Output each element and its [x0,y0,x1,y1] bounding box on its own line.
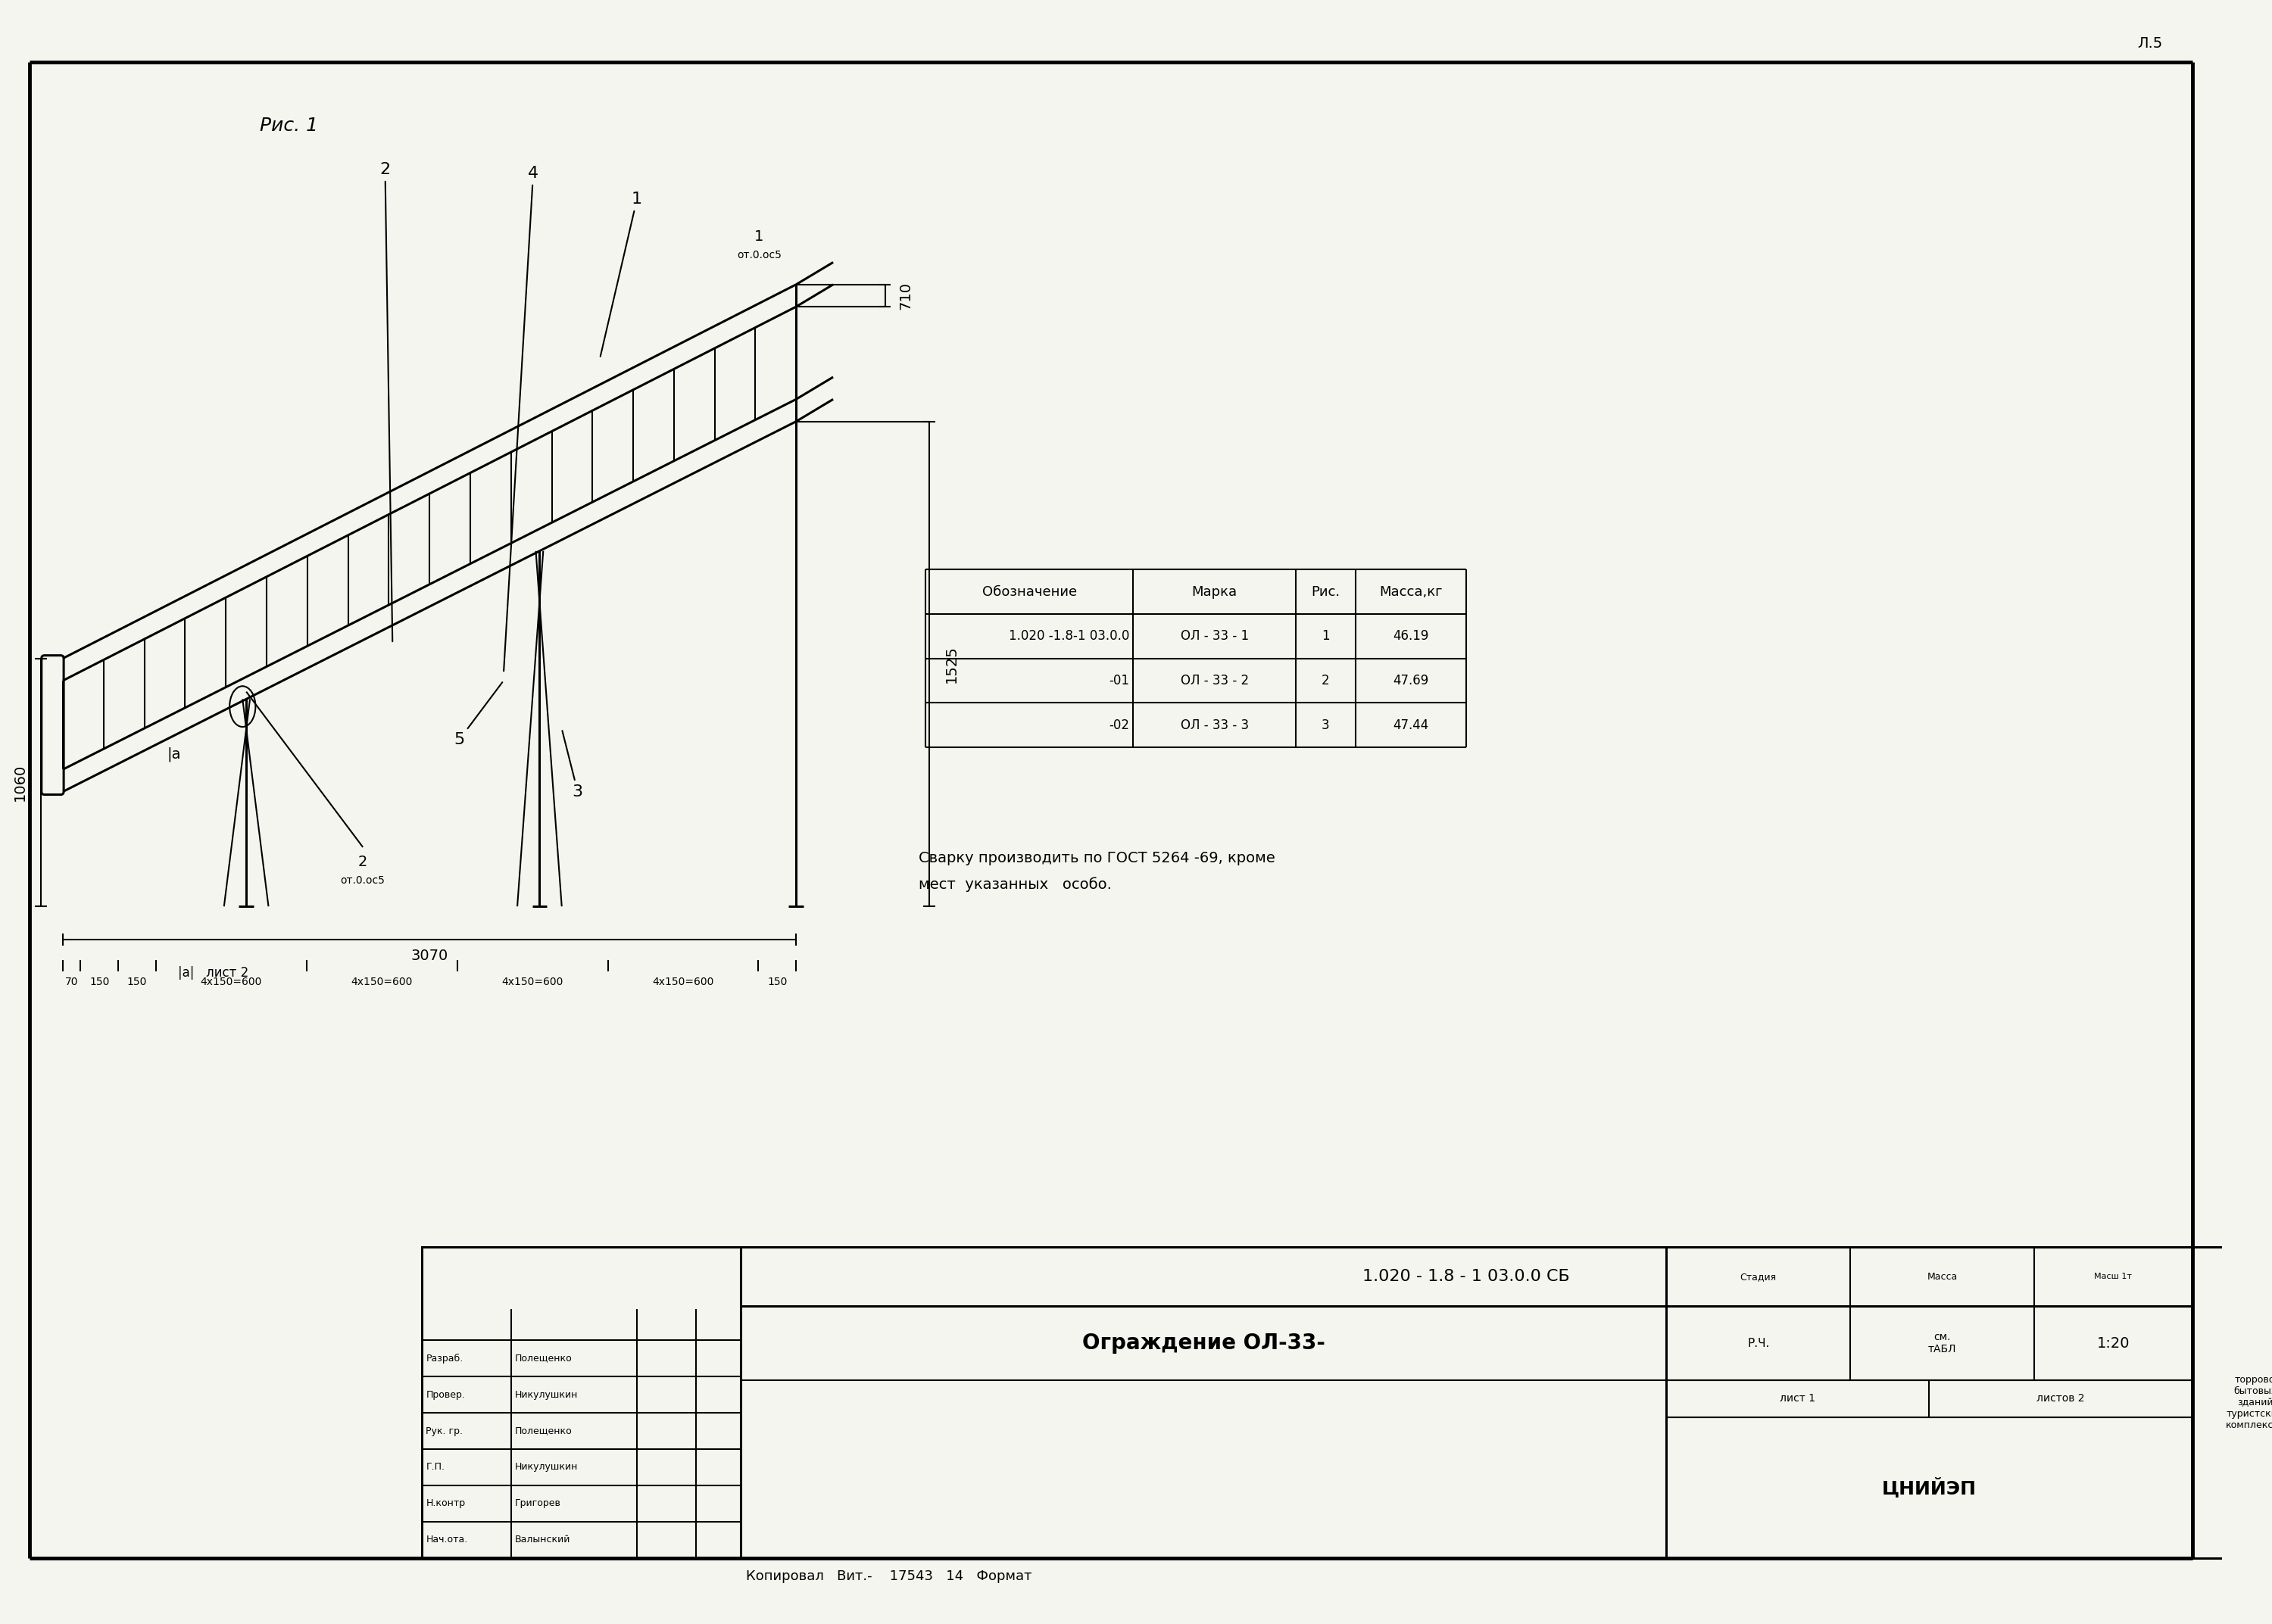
Text: ЦНИЙЭП: ЦНИЙЭП [1881,1478,1977,1497]
Text: 1:20: 1:20 [2097,1337,2129,1351]
Text: Валынский: Валынский [516,1535,570,1544]
Text: торрово
бытовых
зданий
туристских
комплексов: торрово бытовых зданий туристских компле… [2224,1376,2272,1431]
Text: 1: 1 [1322,630,1329,643]
Text: Рис.: Рис. [1311,585,1340,599]
Text: Никулушкин: Никулушкин [516,1390,577,1400]
Text: 3: 3 [561,731,584,799]
Text: |а: |а [168,747,182,762]
Text: Рук. гр.: Рук. гр. [425,1426,463,1436]
Text: 1.020 -1.8-1 03.0.0: 1.020 -1.8-1 03.0.0 [1009,630,1129,643]
Text: Л.5: Л.5 [2138,37,2163,50]
Text: 4x150=600: 4x150=600 [652,976,713,987]
Text: 47.69: 47.69 [1393,674,1429,687]
Text: 1060: 1060 [14,763,27,801]
Text: Григорев: Григорев [516,1499,561,1509]
Text: 4x150=600: 4x150=600 [350,976,414,987]
Text: 70: 70 [66,976,77,987]
Text: 1: 1 [754,229,763,244]
Text: 3070: 3070 [411,948,448,963]
FancyBboxPatch shape [41,656,64,794]
Text: листов 2: листов 2 [2036,1393,2086,1405]
Text: мест  указанных   особо.: мест указанных особо. [918,877,1111,892]
Text: Обозначение: Обозначение [982,585,1077,599]
Text: |а|   лист 2: |а| лист 2 [177,966,248,979]
Text: 4x150=600: 4x150=600 [200,976,261,987]
Text: ОЛ - 33 - 2: ОЛ - 33 - 2 [1181,674,1250,687]
Text: Р.Ч.: Р.Ч. [1747,1338,1770,1350]
Text: см.
тАБЛ: см. тАБЛ [1929,1332,1956,1354]
Text: -01: -01 [1109,674,1129,687]
Text: от.0.ос5: от.0.ос5 [341,875,386,885]
Text: 1525: 1525 [945,645,959,682]
Text: Сварку производить по ГОСТ 5264 -69, кроме: Сварку производить по ГОСТ 5264 -69, кро… [918,851,1275,866]
Text: 4: 4 [504,166,538,671]
Text: от.0.ос5: от.0.ос5 [736,250,782,260]
Text: 4x150=600: 4x150=600 [502,976,563,987]
Text: Провер.: Провер. [425,1390,466,1400]
Text: Масш 1т: Масш 1т [2095,1273,2131,1280]
Text: -02: -02 [1109,718,1129,732]
Text: 1.020 - 1.8 - 1 03.0.0 СБ: 1.020 - 1.8 - 1 03.0.0 СБ [1363,1268,1570,1285]
Text: Масса: Масса [1927,1272,1958,1281]
Bar [423,1247,2192,1557]
Ellipse shape [229,685,254,728]
Text: Стадия: Стадия [1740,1272,1777,1281]
Text: Г.П.: Г.П. [425,1462,445,1471]
Text: Масса,кг: Масса,кг [1379,585,1443,599]
Text: 47.44: 47.44 [1393,718,1429,732]
Text: Н.контр: Н.контр [425,1499,466,1509]
Text: 150: 150 [768,976,788,987]
Text: Разраб.: Разраб. [425,1353,463,1363]
Text: 150: 150 [89,976,109,987]
Text: 5: 5 [454,682,502,747]
Text: Ограждение ОЛ-33-: Ограждение ОЛ-33- [1081,1333,1325,1354]
Text: Марка: Марка [1193,585,1238,599]
Text: Нач.ота.: Нач.ота. [425,1535,468,1544]
Text: ОЛ - 33 - 1: ОЛ - 33 - 1 [1181,630,1250,643]
Text: Полещенко: Полещенко [516,1426,573,1436]
Text: 2: 2 [1322,674,1329,687]
Text: Никулушкин: Никулушкин [516,1462,577,1471]
Text: Копировал   Вит.-    17543   14   Формат: Копировал Вит.- 17543 14 Формат [745,1570,1031,1583]
Text: Полещенко: Полещенко [516,1353,573,1363]
Text: 2: 2 [379,162,393,641]
Text: 150: 150 [127,976,148,987]
Text: 1: 1 [600,192,643,357]
Text: лист 1: лист 1 [1779,1393,1815,1405]
Text: 3: 3 [1322,718,1329,732]
Text: 710: 710 [897,281,913,310]
Text: 2: 2 [359,854,368,869]
Text: Рис. 1: Рис. 1 [259,117,318,135]
Text: ОЛ - 33 - 3: ОЛ - 33 - 3 [1181,718,1250,732]
Text: 46.19: 46.19 [1393,630,1429,643]
